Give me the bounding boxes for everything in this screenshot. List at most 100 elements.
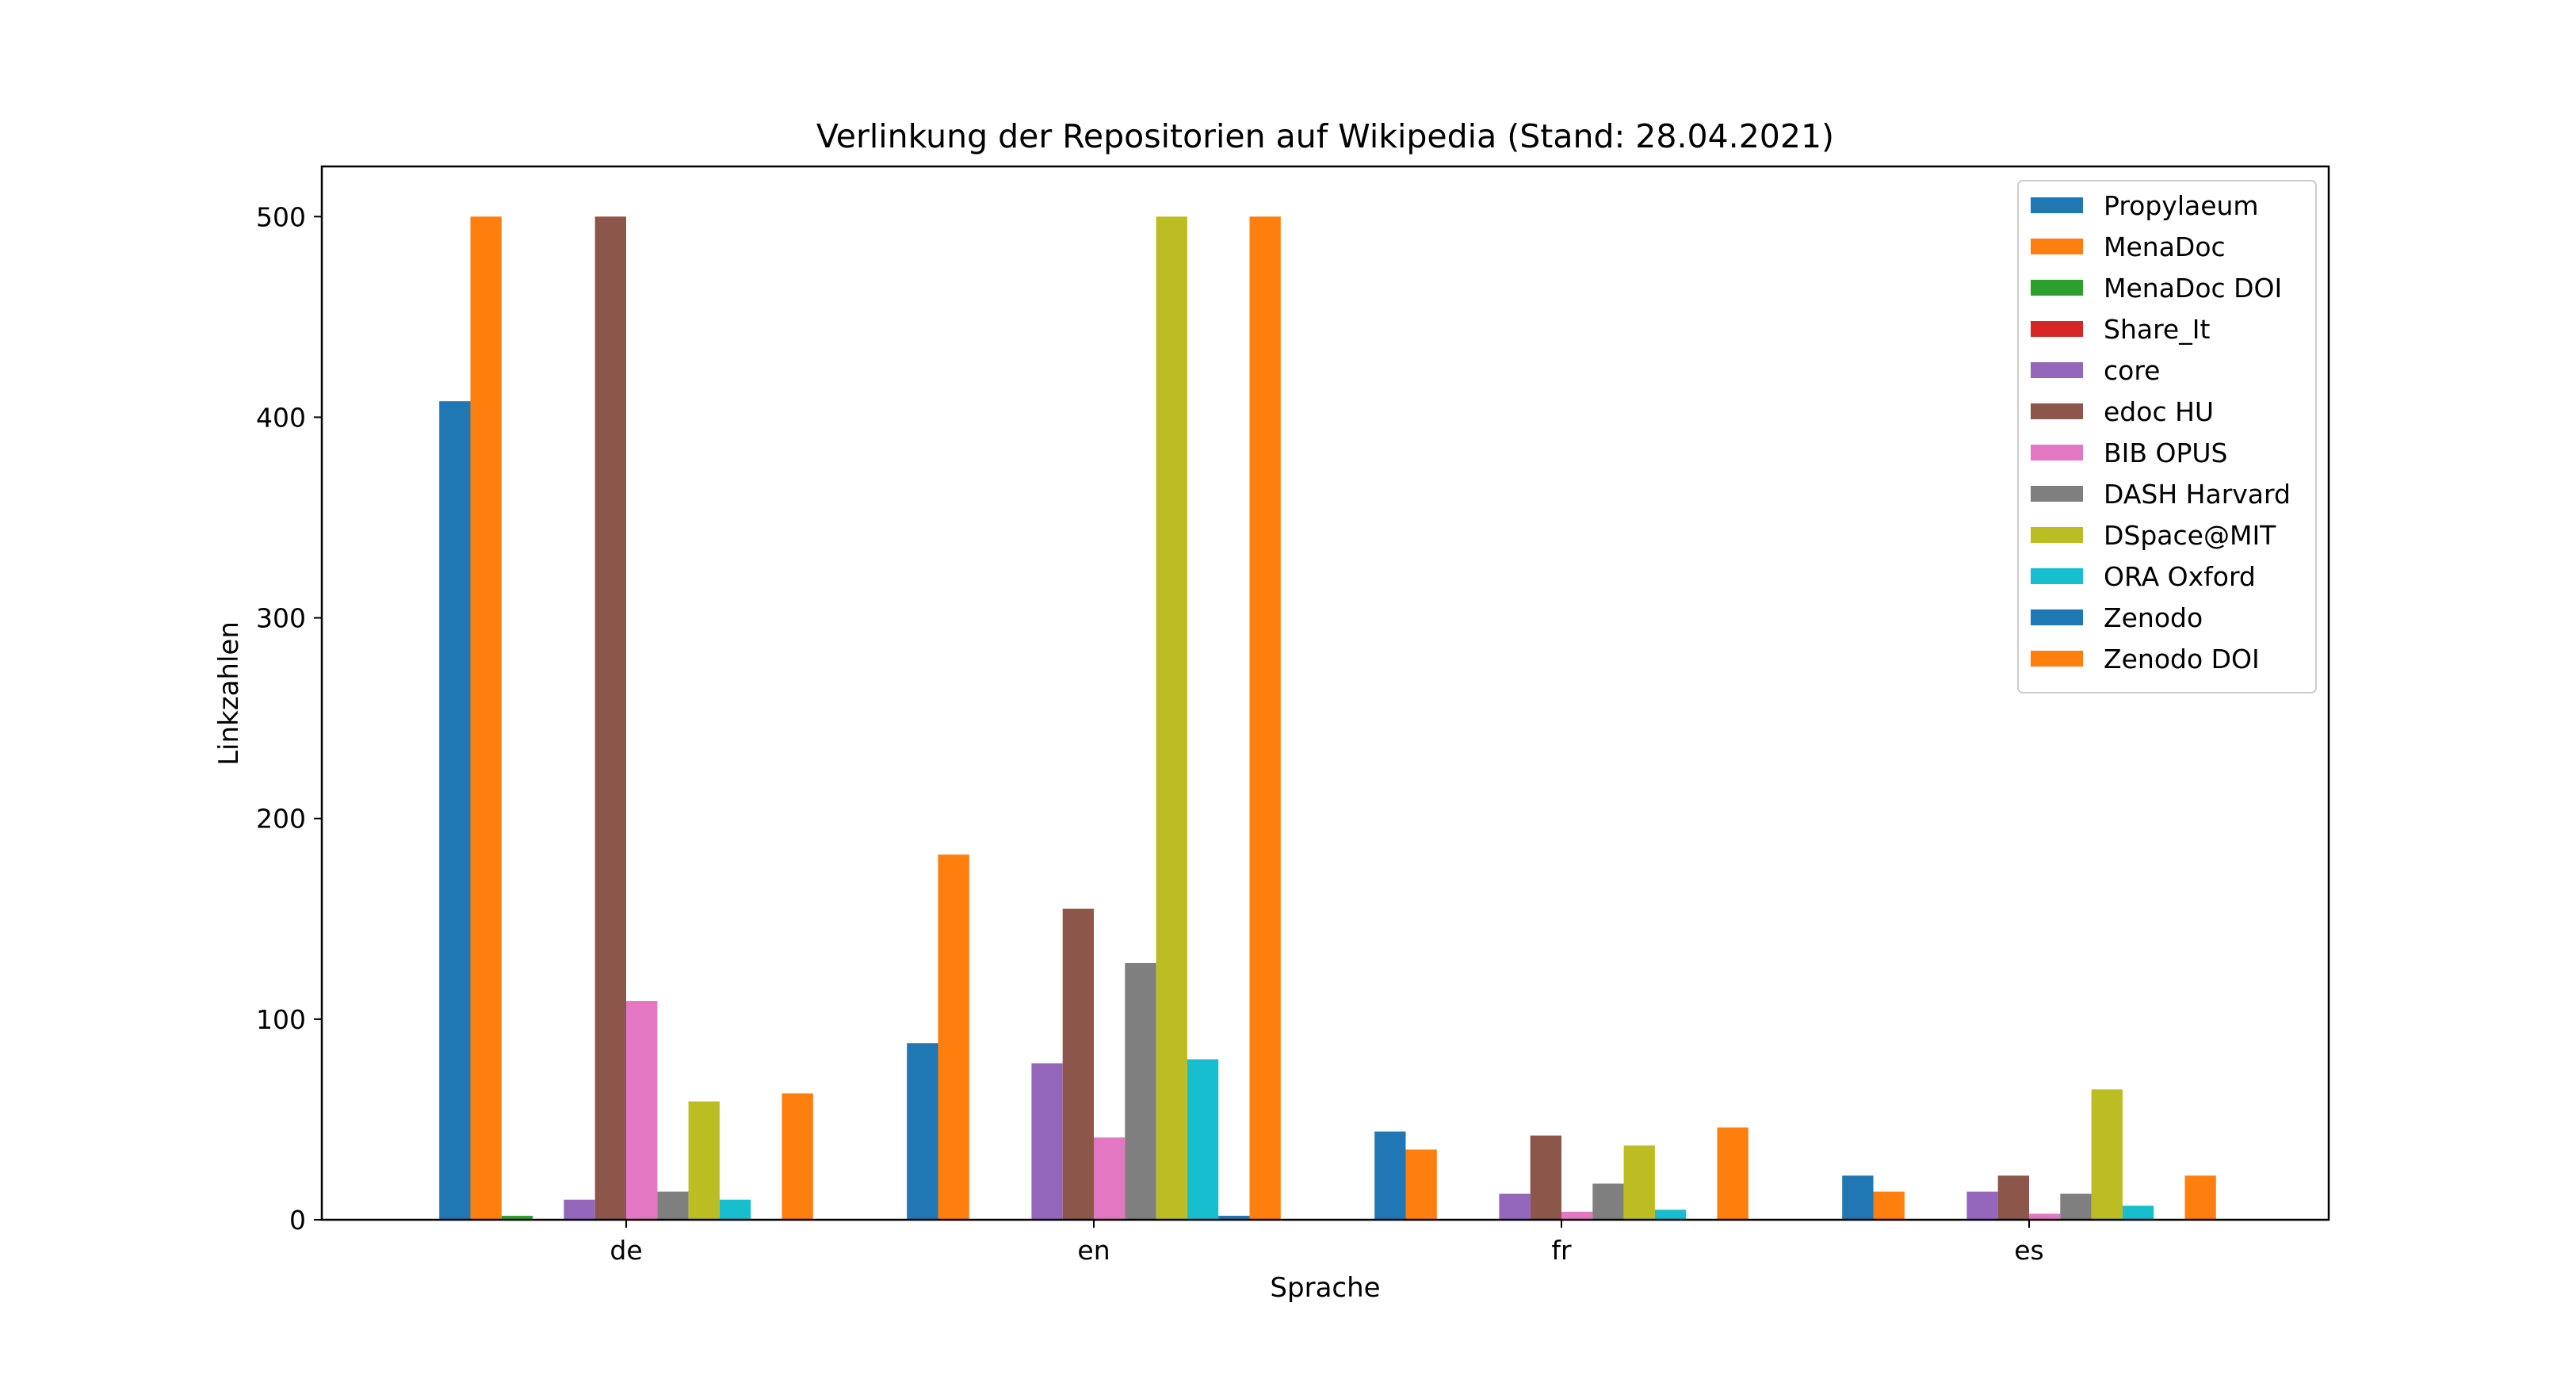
legend-label: MenaDoc xyxy=(2104,231,2226,262)
series-ora-oxford xyxy=(719,1059,2154,1220)
series-dspace-mit xyxy=(688,216,2123,1220)
legend-box xyxy=(2017,180,2317,694)
bar xyxy=(1031,1063,1063,1220)
legend-item: DSpace@MIT xyxy=(2031,520,2276,551)
bar xyxy=(657,1191,689,1220)
bar xyxy=(688,1101,720,1220)
bar xyxy=(938,854,969,1220)
legend-swatch xyxy=(2031,445,2083,460)
series-edoc-hu xyxy=(594,216,2029,1220)
bar xyxy=(564,1199,595,1220)
legend-label: Share_It xyxy=(2104,314,2210,345)
bar xyxy=(1842,1175,1874,1220)
series-zenodo-doi xyxy=(782,216,2216,1220)
bar xyxy=(594,216,626,1220)
plot-area-frame xyxy=(320,165,2330,1221)
legend-item: MenaDoc DOI xyxy=(2031,273,2282,304)
bar xyxy=(626,1001,658,1220)
bar xyxy=(1499,1194,1531,1220)
bar xyxy=(719,1199,751,1220)
y-tick-label: 0 xyxy=(289,1205,306,1236)
series-menadoc-doi xyxy=(501,1215,533,1220)
y-axis: 0 100 200 300 400 500 xyxy=(256,201,322,1236)
bar xyxy=(1592,1183,1624,1220)
x-tick-label: fr xyxy=(1551,1235,1572,1266)
bar xyxy=(1873,1191,1905,1220)
legend-item: Propylaeum xyxy=(2031,190,2259,221)
x-tick-label: de xyxy=(610,1235,642,1266)
legend-item: ORA Oxford xyxy=(2031,561,2256,592)
legend-label: edoc HU xyxy=(2104,396,2214,427)
x-axis-label: Sprache xyxy=(1270,1272,1380,1304)
y-tick-label: 400 xyxy=(256,402,306,433)
legend-item: Zenodo DOI xyxy=(2031,644,2260,674)
legend-label: Zenodo xyxy=(2104,602,2203,633)
legend-swatch xyxy=(2031,651,2083,667)
bar xyxy=(1249,216,1281,1220)
legend-label: ORA Oxford xyxy=(2104,561,2256,592)
bar xyxy=(2122,1206,2154,1220)
y-tick-label: 100 xyxy=(256,1004,306,1035)
legend-item: Share_It xyxy=(2031,314,2210,345)
legend-label: MenaDoc DOI xyxy=(2104,273,2282,304)
bar xyxy=(2184,1175,2216,1220)
series-menadoc xyxy=(470,216,1905,1220)
y-tick-label: 200 xyxy=(256,804,306,835)
bar xyxy=(1654,1209,1687,1220)
bar xyxy=(2091,1089,2123,1220)
legend-item: Zenodo xyxy=(2031,602,2203,633)
x-tick-label: en xyxy=(1077,1235,1110,1266)
bar xyxy=(501,1215,533,1220)
x-tick-label: es xyxy=(2014,1235,2044,1266)
bar xyxy=(782,1093,813,1220)
y-tick-label: 300 xyxy=(256,603,306,634)
bar xyxy=(1966,1191,1998,1220)
legend-swatch xyxy=(2031,486,2083,502)
bar xyxy=(1561,1211,1593,1220)
y-axis-label: Linkzahlen xyxy=(213,621,245,766)
legend-label: BIB OPUS xyxy=(2104,437,2227,468)
legend: Propylaeum MenaDoc MenaDoc DOI Share_Itcore… xyxy=(2017,180,2317,694)
bar xyxy=(439,401,471,1221)
legend-swatch xyxy=(2031,403,2083,419)
legend-swatch xyxy=(2031,609,2083,625)
x-axis: de en fr es xyxy=(610,1220,2044,1266)
chart-title: Verlinkung der Repositorien auf Wikipedi… xyxy=(816,117,1834,155)
bar xyxy=(907,1043,938,1220)
legend-swatch xyxy=(2031,197,2083,213)
bar xyxy=(1156,216,1187,1220)
bar xyxy=(1717,1127,1749,1220)
bar xyxy=(1187,1059,1219,1220)
bar xyxy=(1997,1175,2029,1220)
bar xyxy=(1374,1131,1406,1220)
bar xyxy=(1218,1215,1250,1220)
legend-swatch xyxy=(2031,239,2083,254)
bar xyxy=(1530,1135,1561,1220)
series-dash-harvard xyxy=(657,962,2092,1220)
legend-item: DASH Harvard xyxy=(2031,479,2291,510)
legend-item: BIB OPUS xyxy=(2031,437,2227,468)
series-zenodo xyxy=(1218,1215,1250,1220)
bar xyxy=(1094,1137,1126,1220)
series-propylaeum xyxy=(439,401,1874,1221)
legend-swatch xyxy=(2031,321,2083,337)
bar xyxy=(470,216,502,1220)
legend-swatch xyxy=(2031,568,2083,584)
legend-swatch xyxy=(2031,362,2083,378)
series-core xyxy=(564,1063,1998,1220)
legend-item: core xyxy=(2031,355,2160,386)
legend-label: DSpace@MIT xyxy=(2104,520,2276,551)
legend-label: DASH Harvard xyxy=(2104,479,2291,510)
bar xyxy=(2029,1213,2061,1220)
bars-layer xyxy=(439,216,2216,1221)
legend-item: edoc HU xyxy=(2031,396,2214,427)
bar xyxy=(2060,1194,2092,1220)
bar xyxy=(1623,1145,1655,1220)
bar xyxy=(1062,908,1094,1220)
series-bib-opus xyxy=(626,1001,2061,1220)
legend-swatch xyxy=(2031,280,2083,296)
legend-label: core xyxy=(2104,355,2160,386)
bar xyxy=(1125,962,1156,1220)
legend-label: Propylaeum xyxy=(2104,190,2259,221)
